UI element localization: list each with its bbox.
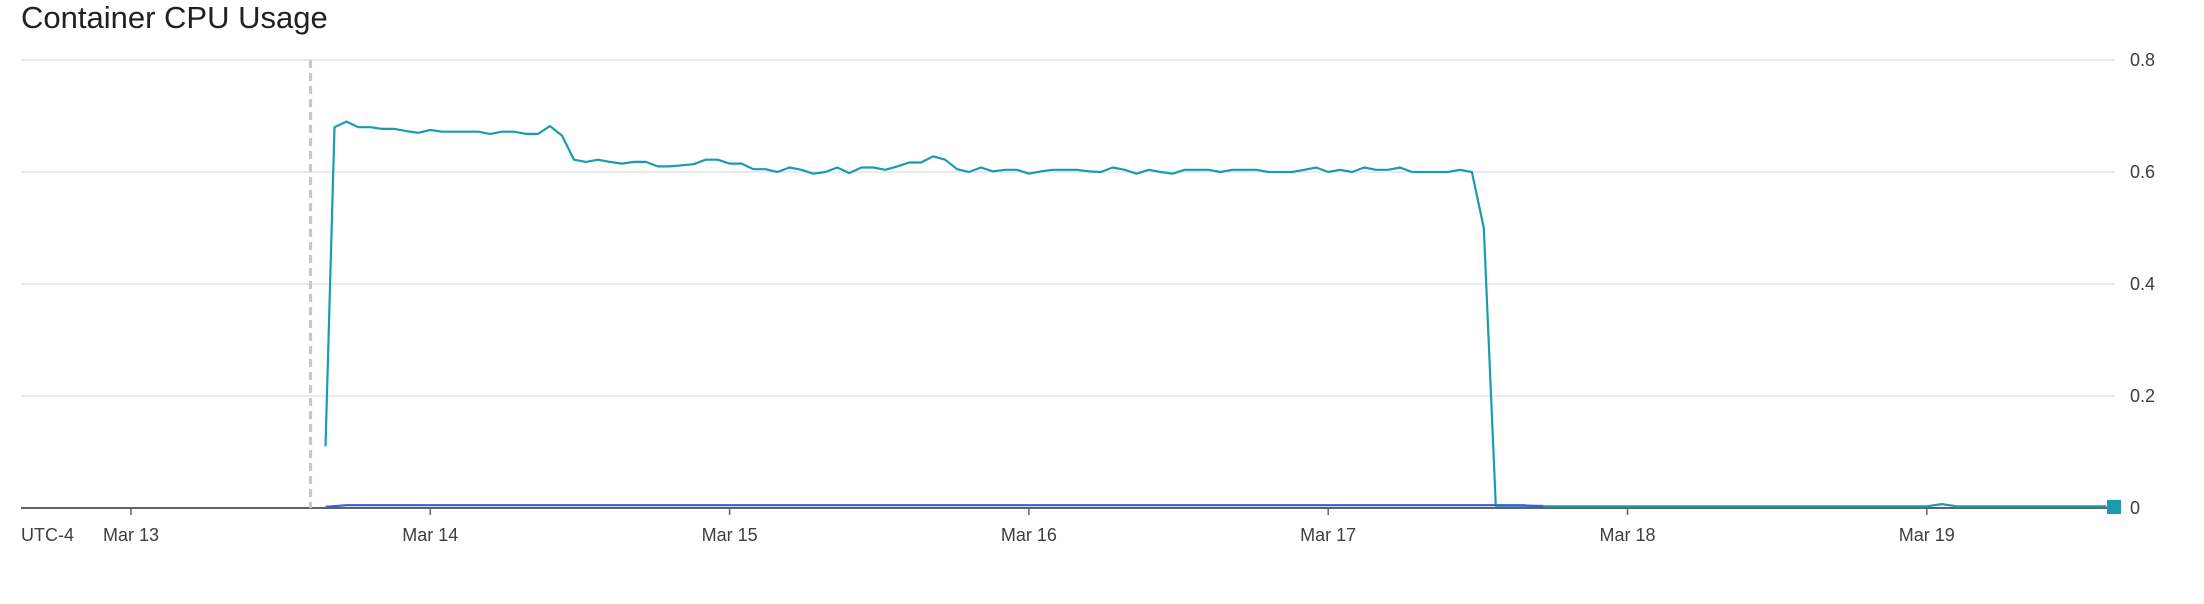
x-tick-label: Mar 13 bbox=[103, 525, 159, 545]
series-end-marker bbox=[2107, 500, 2121, 514]
series-line-cpu-usage bbox=[324, 120, 1544, 507]
y-tick-label: 0.2 bbox=[2130, 386, 2155, 406]
x-tick-label: Mar 14 bbox=[402, 525, 458, 545]
series-line-cpu-request bbox=[325, 504, 1544, 508]
x-tick-label: Mar 17 bbox=[1300, 525, 1356, 545]
series-line-cpu-usage-tail bbox=[1543, 503, 2107, 508]
x-tick-label: Mar 16 bbox=[1001, 525, 1057, 545]
y-tick-label: 0.4 bbox=[2130, 274, 2155, 294]
x-tick-label: Mar 15 bbox=[702, 525, 758, 545]
y-tick-label: 0.8 bbox=[2130, 50, 2155, 70]
chart-title: Container CPU Usage bbox=[21, 0, 328, 35]
y-tick-label: 0.6 bbox=[2130, 162, 2155, 182]
x-tick-label: Mar 19 bbox=[1899, 525, 1955, 545]
x-tick-label: Mar 18 bbox=[1599, 525, 1655, 545]
y-tick-label: 0 bbox=[2130, 498, 2140, 518]
timezone-label: UTC-4 bbox=[21, 525, 74, 545]
